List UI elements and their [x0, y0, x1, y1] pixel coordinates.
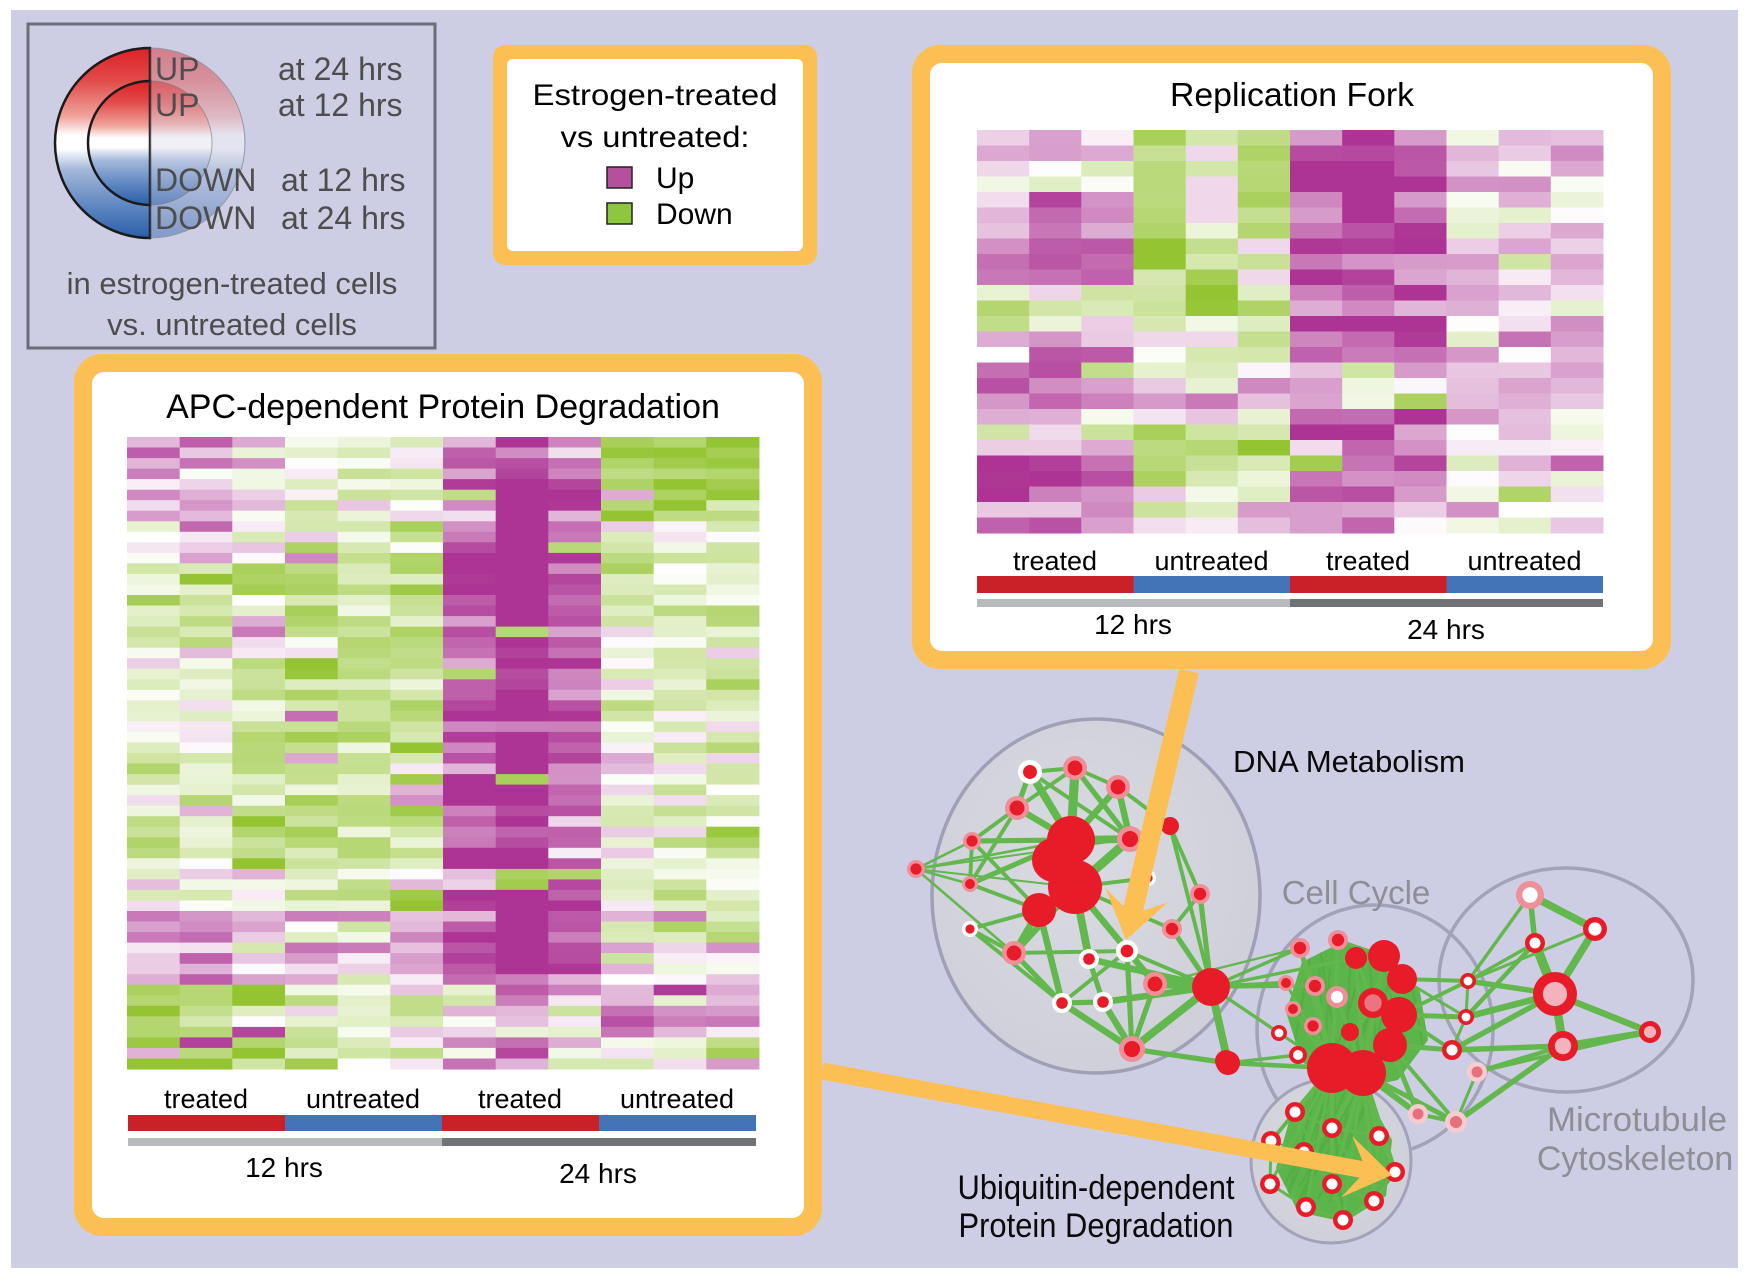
svg-text:Cytoskeleton: Cytoskeleton: [1537, 1140, 1734, 1178]
svg-text:12 hrs: 12 hrs: [1094, 609, 1172, 640]
svg-text:DNA Metabolism: DNA Metabolism: [1233, 744, 1465, 779]
svg-text:treated: treated: [478, 1084, 562, 1114]
svg-text:untreated: untreated: [1467, 546, 1581, 576]
svg-text:Protein Degradation: Protein Degradation: [959, 1207, 1234, 1245]
svg-text:untreated: untreated: [620, 1084, 734, 1114]
svg-text:Ubiquitin-dependent: Ubiquitin-dependent: [958, 1169, 1236, 1207]
svg-text:treated: treated: [1326, 546, 1410, 576]
svg-text:APC-dependent Protein Degradat: APC-dependent Protein Degradation: [166, 388, 720, 426]
svg-text:12 hrs: 12 hrs: [245, 1152, 323, 1183]
svg-text:at 24 hrs: at 24 hrs: [278, 51, 403, 87]
svg-text:at 12 hrs: at 12 hrs: [278, 87, 403, 123]
svg-text:Down: Down: [656, 198, 733, 231]
svg-text:UP: UP: [155, 87, 199, 123]
svg-text:24 hrs: 24 hrs: [1407, 614, 1485, 645]
svg-text:DOWN: DOWN: [155, 162, 256, 198]
svg-text:in estrogen-treated cells: in estrogen-treated cells: [67, 266, 398, 301]
svg-text:DOWN: DOWN: [155, 200, 256, 236]
svg-text:UP: UP: [155, 51, 199, 87]
svg-text:at 24 hrs: at 24 hrs: [281, 200, 406, 236]
svg-text:at 12 hrs: at 12 hrs: [281, 162, 406, 198]
svg-text:treated: treated: [164, 1084, 248, 1114]
svg-text:Replication Fork: Replication Fork: [1170, 76, 1415, 113]
svg-text:vs. untreated cells: vs. untreated cells: [107, 307, 357, 342]
svg-text:Cell Cycle: Cell Cycle: [1282, 874, 1431, 911]
svg-text:Up: Up: [656, 162, 694, 195]
svg-text:untreated: untreated: [1154, 546, 1268, 576]
svg-text:Microtubule: Microtubule: [1547, 1101, 1727, 1139]
svg-text:Estrogen-treated: Estrogen-treated: [533, 79, 778, 112]
svg-text:vs untreated:: vs untreated:: [561, 121, 750, 154]
svg-text:untreated: untreated: [306, 1084, 420, 1114]
svg-text:treated: treated: [1013, 546, 1097, 576]
svg-text:24 hrs: 24 hrs: [559, 1158, 637, 1189]
